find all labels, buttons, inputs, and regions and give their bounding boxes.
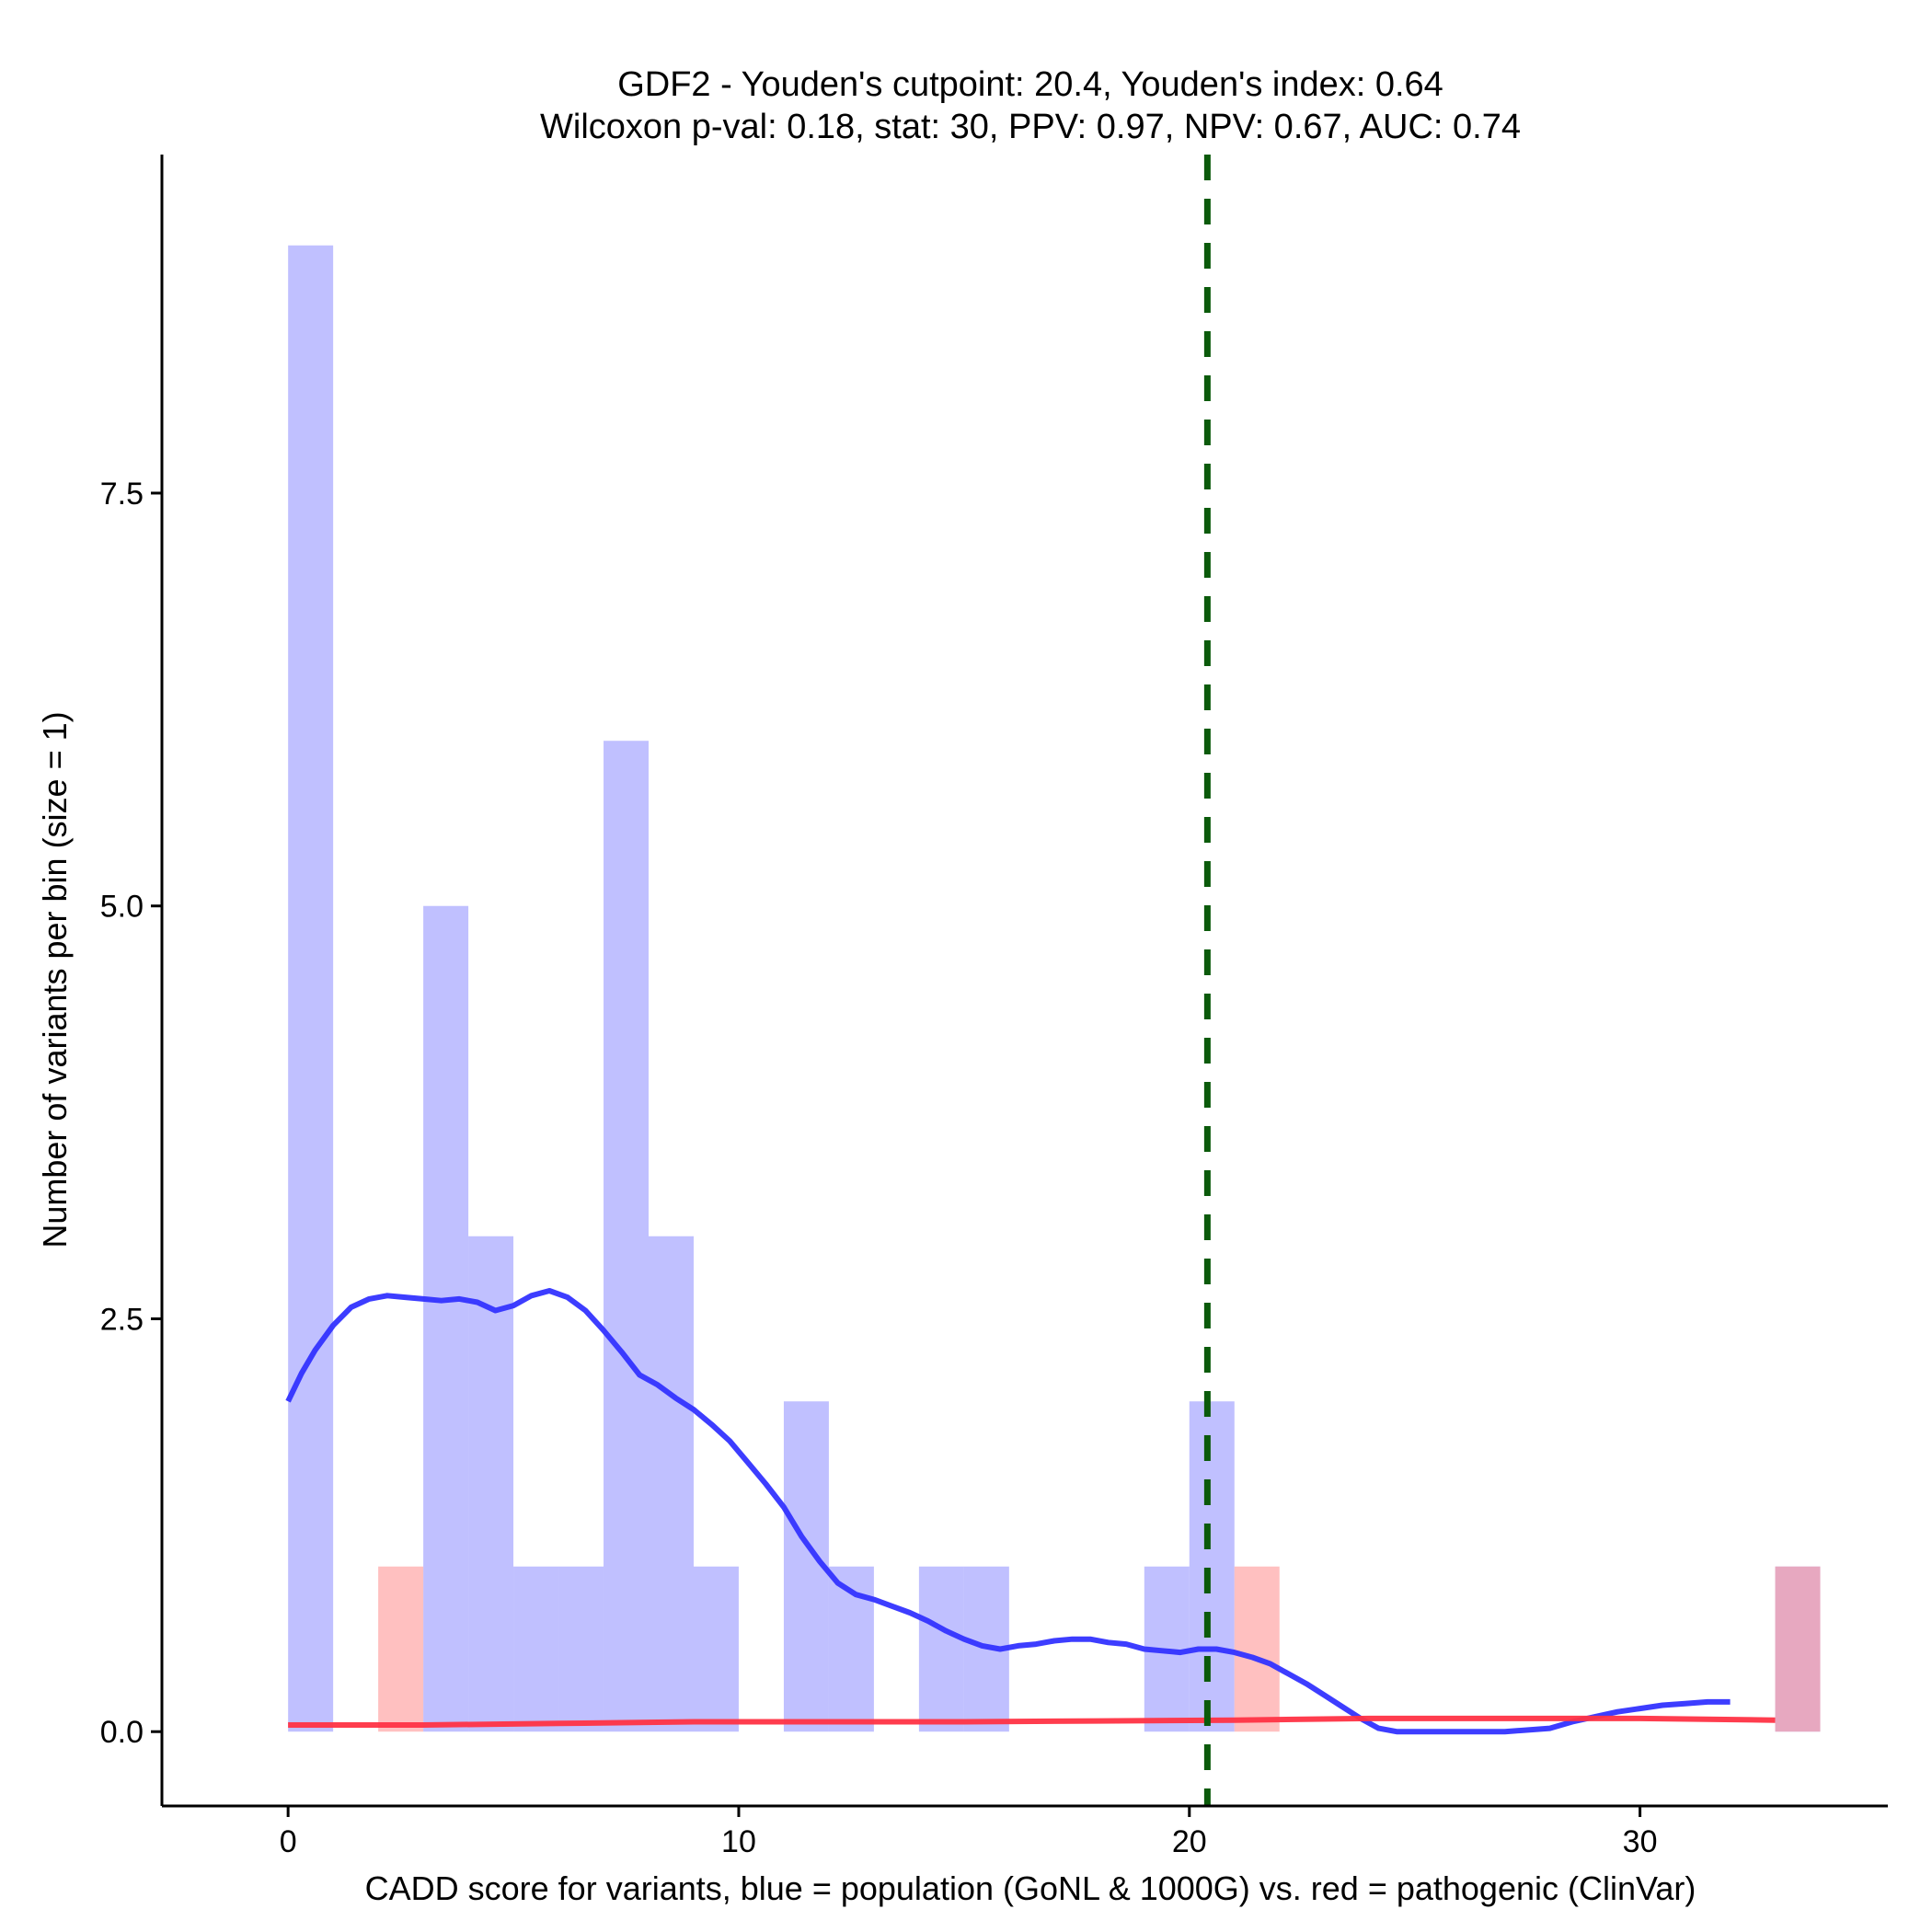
x-tick-label: 30 <box>1623 1824 1658 1859</box>
density-layer <box>285 1288 1776 1735</box>
pathogenic-bar <box>1234 1566 1280 1732</box>
population-bar <box>918 1566 964 1732</box>
chart-subtitle: Wilcoxon p-val: 0.18, stat: 30, PPV: 0.9… <box>540 108 1521 146</box>
population-bar <box>604 741 650 1732</box>
population-bar <box>558 1566 604 1732</box>
y-tick-label: 5.0 <box>100 890 144 925</box>
pathogenic-bar <box>1775 1566 1821 1732</box>
population-bar <box>513 1566 559 1732</box>
x-tick-label: 0 <box>280 1824 297 1859</box>
bars-layer <box>288 245 1821 1732</box>
y-axis-label: Number of variants per bin (size = 1) <box>36 711 74 1248</box>
population-density-line <box>285 1288 1731 1735</box>
pathogenic-density-line <box>288 1715 1776 1728</box>
y-tick-label: 0.0 <box>100 1715 144 1750</box>
chart-title: GDF2 - Youden's cutpoint: 20.4, Youden's… <box>617 65 1443 104</box>
population-bar <box>423 905 469 1732</box>
population-bar <box>693 1566 739 1732</box>
y-tick-label: 7.5 <box>100 477 144 512</box>
x-axis-label: CADD score for variants, blue = populati… <box>365 1869 1696 1907</box>
population-bar <box>649 1236 694 1732</box>
x-tick-label: 10 <box>721 1824 756 1859</box>
population-bar <box>468 1236 514 1732</box>
x-tick-label: 20 <box>1172 1824 1207 1859</box>
population-bar <box>288 245 334 1732</box>
pathogenic-bar <box>378 1566 424 1732</box>
ticks-layer: 0.0 2.5 5.0 7.5 0 10 20 30 <box>100 477 1658 1859</box>
y-tick-label: 2.5 <box>100 1302 144 1337</box>
population-bar <box>1189 1401 1235 1732</box>
